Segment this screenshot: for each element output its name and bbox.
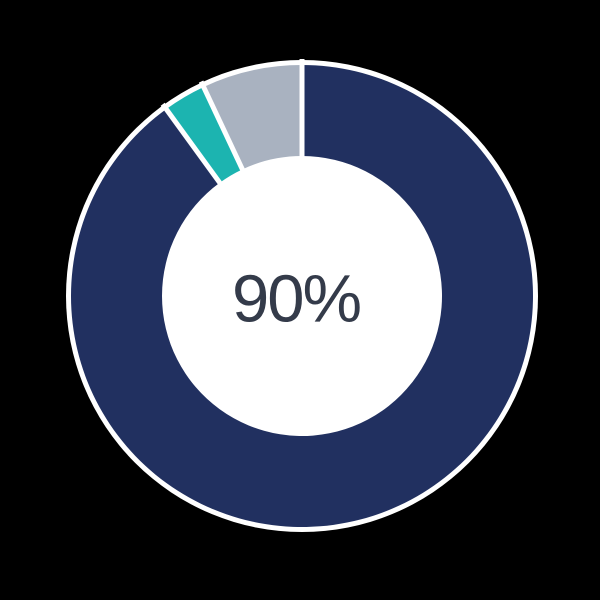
donut-center-label: 90% xyxy=(231,261,362,337)
donut-segment-teal-sliver xyxy=(166,86,243,183)
donut-segment-filled xyxy=(70,65,533,527)
segment-separator xyxy=(198,80,248,176)
donut-segment-gray-sliver xyxy=(203,65,302,170)
segment-separator xyxy=(160,102,226,190)
